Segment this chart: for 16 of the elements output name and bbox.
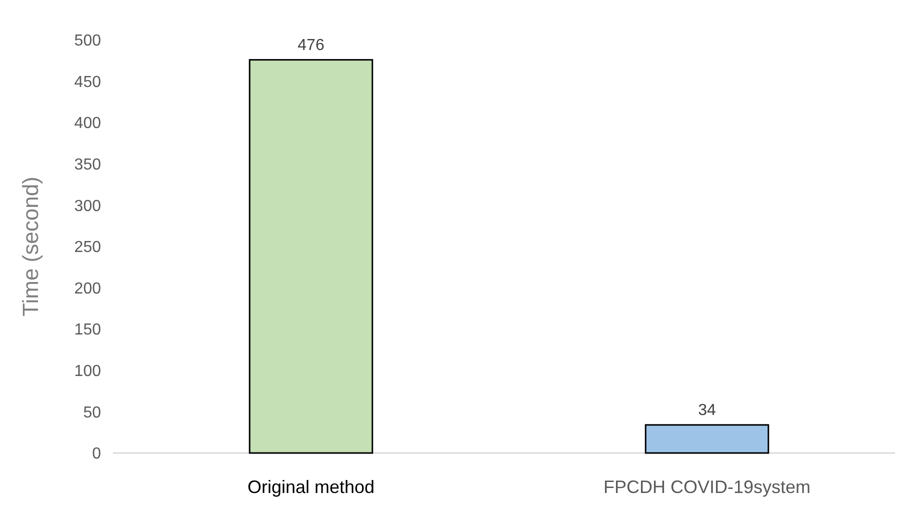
y-tick-label: 100 <box>74 363 102 380</box>
y-tick-label: 300 <box>74 198 102 215</box>
y-tick-label: 150 <box>74 322 102 339</box>
y-tick-label: 250 <box>74 239 102 256</box>
y-tick-label: 50 <box>83 404 102 422</box>
y-axis-title: Time (second) <box>18 176 43 316</box>
data-label: 34 <box>698 402 716 419</box>
y-tick-label: 400 <box>74 115 102 132</box>
y-tick-label: 500 <box>74 32 102 50</box>
y-tick-label: 200 <box>74 280 102 298</box>
y-tick-label: 350 <box>74 156 102 174</box>
x-tick-label: Original method <box>247 477 375 497</box>
data-label: 476 <box>298 36 324 54</box>
x-tick-label: FPCDH COVID-19system <box>603 477 811 497</box>
y-tick-label: 450 <box>74 74 102 91</box>
y-tick-label: 0 <box>92 446 102 463</box>
